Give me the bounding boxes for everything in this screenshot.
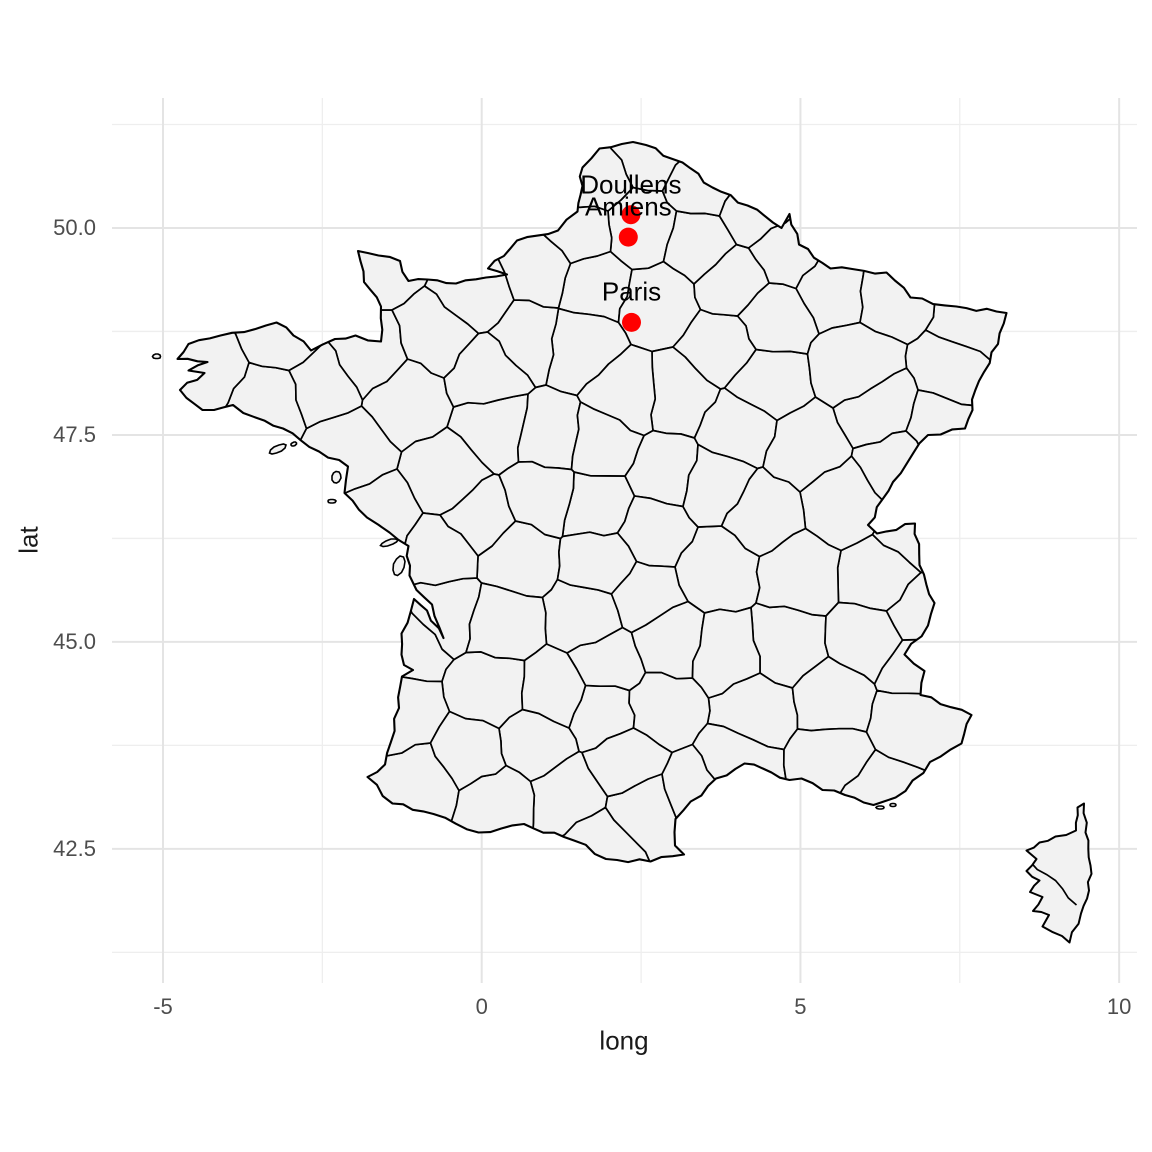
- department-cell: [465, 582, 548, 662]
- department-cell: [516, 384, 582, 471]
- department-cell: [824, 601, 904, 685]
- department-cell: [865, 689, 1007, 863]
- department-cell: [693, 243, 770, 317]
- city-points: [618, 205, 641, 332]
- y-tick-label: 45.0: [53, 628, 96, 654]
- department-cell: [682, 443, 759, 528]
- island: [379, 538, 400, 548]
- city-label-amiens: Amiens: [584, 191, 672, 222]
- x-tick-label: 0: [475, 994, 488, 1019]
- department-cell: [177, 142, 470, 311]
- department-cell: [177, 142, 250, 667]
- corsica-department-border: [1029, 860, 1078, 906]
- y-tick-label: 42.5: [53, 835, 96, 861]
- department-cell: [288, 339, 364, 430]
- department-cell: [177, 657, 451, 841]
- department-cell: [177, 142, 338, 372]
- city-point-paris: [622, 312, 641, 332]
- department-cell: [581, 727, 673, 798]
- department-cell: [859, 142, 1007, 346]
- island: [290, 441, 298, 447]
- island: [874, 805, 885, 810]
- city-point-doullens: [621, 205, 641, 225]
- department-cell: [672, 308, 757, 390]
- island: [327, 498, 338, 504]
- x-tick-label: 5: [794, 994, 807, 1019]
- department-cell: [177, 583, 455, 683]
- island: [889, 802, 897, 808]
- x-tick-label: -5: [153, 994, 173, 1019]
- y-axis-title: lat: [13, 526, 44, 554]
- city-label-paris: Paris: [601, 276, 662, 307]
- department-cell: [177, 468, 424, 639]
- island: [151, 353, 162, 360]
- department-cell: [462, 806, 757, 863]
- department-cell: [429, 710, 507, 792]
- department-cell: [177, 742, 460, 863]
- department-cell: [570, 401, 645, 477]
- x-tick-label: 10: [1106, 994, 1132, 1019]
- department-cell: [691, 606, 761, 699]
- island: [392, 555, 406, 577]
- y-tick-label: 50.0: [53, 214, 96, 240]
- department-cell: [661, 743, 788, 863]
- department-cell: [443, 331, 537, 408]
- department-cell: [661, 142, 808, 217]
- corsica: [1025, 802, 1093, 944]
- y-tick-label: 47.5: [53, 421, 96, 447]
- department-cell: [806, 321, 909, 409]
- city-label-doullens: Doullens: [580, 169, 682, 200]
- island: [268, 443, 287, 455]
- france-outline: [176, 140, 1008, 864]
- island: [331, 470, 342, 484]
- department-cell: [762, 396, 854, 493]
- department-cell: [498, 460, 575, 540]
- department-cell: [905, 389, 1007, 533]
- city-point-amiens: [618, 227, 638, 247]
- department-cell: [520, 643, 587, 729]
- department-cell: [610, 560, 689, 634]
- department-cell: [718, 142, 932, 249]
- x-axis-title: long: [599, 1025, 649, 1056]
- department-cell: [885, 557, 1007, 663]
